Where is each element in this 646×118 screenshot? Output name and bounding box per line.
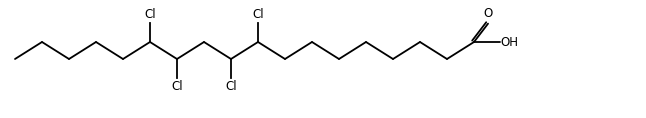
- Text: Cl: Cl: [144, 8, 156, 21]
- Text: Cl: Cl: [252, 8, 264, 21]
- Text: Cl: Cl: [225, 80, 237, 93]
- Text: Cl: Cl: [171, 80, 183, 93]
- Text: O: O: [483, 7, 493, 20]
- Text: OH: OH: [501, 36, 519, 48]
